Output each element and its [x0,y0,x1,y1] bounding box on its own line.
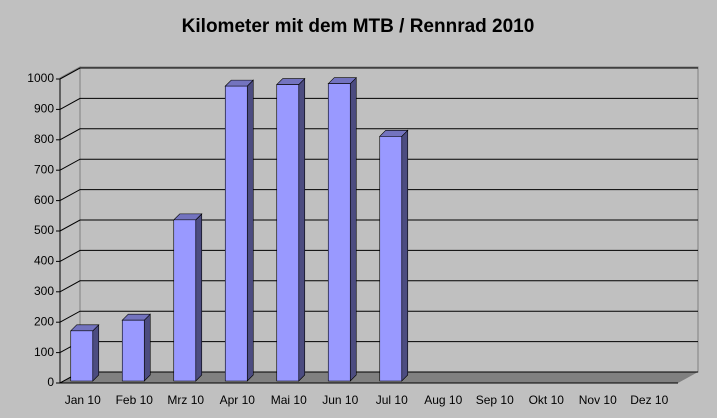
y-tick-label: 0 [47,375,54,389]
grid-line [59,219,698,232]
x-tick-label: Sep 10 [476,393,514,407]
bar [327,76,357,382]
grid-line [59,97,698,110]
y-tick-label: 700 [34,162,54,176]
y-tick-label: 500 [34,223,54,237]
bar-side [401,129,409,382]
grid-line [59,249,698,262]
x-tick-label: Aug 10 [424,393,462,407]
x-tick-label: Nov 10 [579,393,617,407]
chart-title: Kilometer mit dem MTB / Rennrad 2010 [182,16,535,37]
bar-side [143,313,151,382]
grid-line [59,310,698,323]
bar-front [173,219,197,382]
bar-side [195,213,203,382]
grid-line [59,189,698,202]
floor [60,372,698,383]
grid-line [59,128,698,141]
bar-front [327,83,351,382]
bar-front [379,135,403,382]
x-tick-label: Okt 10 [529,393,565,407]
y-tick-label: 1000 [27,71,54,85]
x-tick-label: Feb 10 [116,393,154,407]
bar-side [349,76,357,382]
grid-line [59,158,698,171]
y-tick-label: 400 [34,254,54,268]
y-tick-label: 600 [34,193,54,207]
bar-side [298,77,306,382]
bar [379,129,409,382]
grid-line [59,67,698,80]
bar-side [92,324,100,382]
x-tick-label: Mai 10 [271,393,307,407]
y-tick-label: 100 [34,345,54,359]
bar-front [224,85,248,382]
x-tick-label: Mrz 10 [167,393,204,407]
y-tick-label: 900 [34,102,54,116]
x-tick-label: Jan 10 [65,393,101,407]
bar-front [276,84,300,382]
x-tick-label: Dez 10 [630,393,668,407]
y-tick-label: 300 [34,284,54,298]
bar-front [121,319,145,382]
bar-front [70,330,94,382]
x-tick-label: Jun 10 [322,393,358,407]
bar [224,79,254,382]
grid-line [59,280,698,293]
x-tick-label: Apr 10 [220,393,256,407]
x-tick-label: Jul 10 [376,393,408,407]
bar [121,313,151,382]
bar [276,77,306,382]
bar [70,324,100,382]
y-tick-label: 800 [34,132,54,146]
bar [173,213,203,382]
bar-side [246,79,254,382]
y-tick-label: 200 [34,314,54,328]
